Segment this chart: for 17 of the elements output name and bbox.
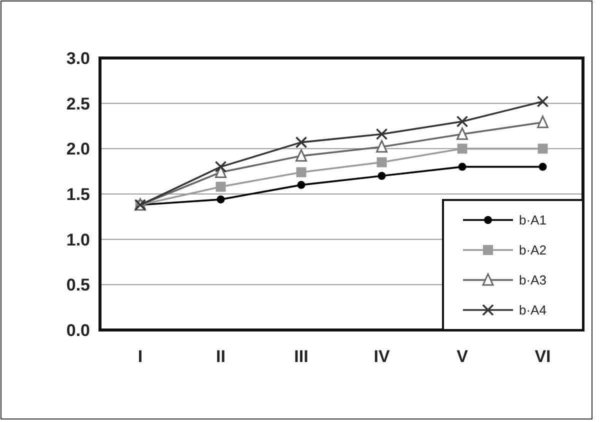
x-tick-label: VI <box>534 347 551 366</box>
y-tick-label: 0.0 <box>66 320 90 340</box>
x-tick-label: V <box>456 347 469 366</box>
legend-label: b·A4 <box>519 302 546 318</box>
y-tick-label: 2.0 <box>66 140 90 159</box>
y-tick-label: 1.5 <box>66 184 90 204</box>
y-tick-label: 2.5 <box>66 94 90 114</box>
x-tick-label: III <box>294 347 308 366</box>
x-tick-label: II <box>216 347 226 366</box>
y-tick-label: 1.0 <box>66 230 90 250</box>
y-tick-label: 3.0 <box>66 48 90 68</box>
y-tick-label: 0.5 <box>66 276 90 295</box>
legend-label: b·A1 <box>519 212 546 228</box>
legend-label: b·A2 <box>519 242 546 258</box>
x-tick-label: IV <box>374 347 390 366</box>
legend-label: b·A3 <box>519 272 546 288</box>
x-tick-label: I <box>138 347 143 366</box>
